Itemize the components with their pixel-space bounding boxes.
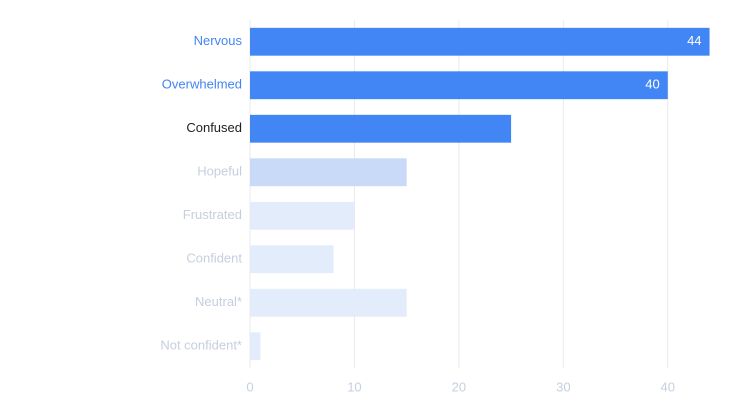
value-label: 40 — [645, 77, 659, 92]
category-label: Overwhelmed — [162, 77, 242, 92]
x-tick-label: 10 — [347, 379, 361, 394]
bar — [250, 114, 512, 143]
bar — [250, 288, 407, 317]
bar — [250, 332, 261, 361]
category-label: Confident — [186, 251, 242, 266]
x-tick-label: 20 — [452, 379, 466, 394]
bar — [250, 201, 355, 230]
category-label: Not confident* — [160, 338, 242, 353]
x-tick-label: 0 — [246, 379, 253, 394]
bar — [250, 71, 668, 100]
x-tick-label: 30 — [556, 379, 570, 394]
category-label: Neutral* — [195, 294, 242, 309]
bar — [250, 27, 710, 56]
bar — [250, 245, 334, 274]
value-label: 44 — [687, 33, 701, 48]
category-label: Frustrated — [183, 207, 242, 222]
x-tick-label: 40 — [661, 379, 675, 394]
bar — [250, 158, 407, 187]
category-label: Confused — [186, 120, 242, 135]
category-label: Nervous — [194, 33, 243, 48]
category-label: Hopeful — [197, 164, 242, 179]
